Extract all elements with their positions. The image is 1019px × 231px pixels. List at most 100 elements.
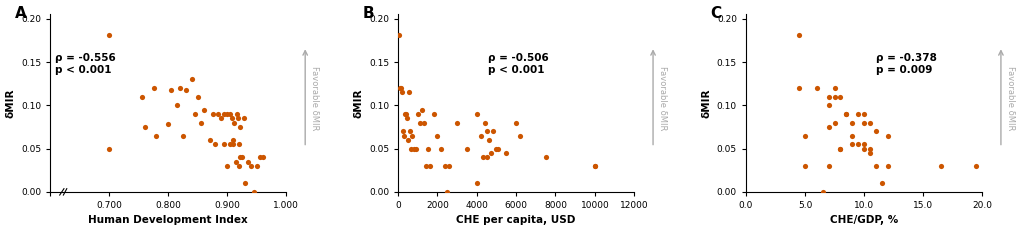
Point [790, 33, 806, 37]
Point [222, 143, 238, 146]
Point [796, 164, 812, 168]
Point [239, 160, 256, 163]
X-axis label: CHE/GDP, %: CHE/GDP, % [829, 216, 898, 225]
Point [931, 164, 948, 168]
Point [855, 112, 871, 116]
Point [440, 164, 457, 168]
Point [163, 88, 179, 91]
Point [832, 147, 848, 150]
Point [819, 125, 836, 129]
Point [207, 143, 223, 146]
Point [472, 134, 488, 137]
Point [838, 112, 854, 116]
Point [808, 86, 824, 90]
X-axis label: Human Development Index: Human Development Index [89, 216, 248, 225]
Point [412, 121, 428, 125]
Point [844, 121, 860, 125]
Text: ρ = -0.506
p < 0.001: ρ = -0.506 p < 0.001 [487, 53, 548, 75]
Point [476, 121, 492, 125]
Point [410, 112, 426, 116]
Point [183, 78, 200, 81]
Point [855, 143, 871, 146]
Point [497, 151, 514, 155]
Point [225, 143, 242, 146]
Point [448, 121, 465, 125]
Point [586, 164, 602, 168]
Point [867, 129, 883, 133]
Point [216, 143, 232, 146]
Point [484, 129, 500, 133]
Point [468, 112, 484, 116]
Point [878, 134, 895, 137]
Point [478, 129, 494, 133]
Point [232, 155, 249, 159]
Point [537, 155, 553, 159]
Point [413, 108, 429, 112]
Point [226, 121, 243, 125]
Point [401, 129, 418, 133]
Point [146, 86, 162, 90]
Point [397, 112, 414, 116]
Point [395, 134, 412, 137]
Point [210, 112, 226, 116]
Point [396, 112, 413, 116]
Point [246, 190, 262, 194]
Point [819, 95, 836, 98]
Point [796, 134, 812, 137]
Point [478, 155, 494, 159]
Text: Favorable δMIR: Favorable δMIR [310, 66, 319, 130]
Point [838, 112, 854, 116]
Point [190, 95, 206, 98]
Point [507, 121, 524, 125]
Point [230, 164, 247, 168]
Point [222, 112, 238, 116]
Point [393, 91, 410, 94]
Point [825, 95, 842, 98]
Text: B: B [363, 6, 374, 21]
Point [193, 121, 209, 125]
Point [148, 134, 164, 137]
X-axis label: CHE per capita, USD: CHE per capita, USD [457, 216, 576, 225]
Point [403, 147, 419, 150]
Point [229, 116, 246, 120]
Point [235, 116, 252, 120]
Point [482, 151, 498, 155]
Point [468, 181, 484, 185]
Point [819, 103, 836, 107]
Point [832, 95, 848, 98]
Point [230, 143, 247, 146]
Point [861, 121, 877, 125]
Point [160, 122, 176, 126]
Point [439, 190, 455, 194]
Point [490, 147, 506, 150]
Point [249, 164, 265, 168]
Point [101, 33, 117, 37]
Point [419, 147, 435, 150]
Point [967, 164, 983, 168]
Point [861, 147, 877, 150]
Point [437, 164, 453, 168]
Point [814, 190, 830, 194]
Point [844, 134, 860, 137]
Point [172, 86, 189, 90]
Point [137, 125, 153, 129]
Point [825, 121, 842, 125]
Point [404, 134, 420, 137]
Y-axis label: δMIR: δMIR [701, 88, 710, 118]
Text: Favorable δMIR: Favorable δMIR [657, 66, 666, 130]
Y-axis label: δMIR: δMIR [5, 88, 15, 118]
Point [459, 147, 475, 150]
Point [201, 138, 217, 142]
Point [255, 155, 271, 159]
Point [790, 86, 806, 90]
Point [243, 164, 259, 168]
Point [101, 147, 117, 150]
Point [849, 112, 865, 116]
Text: ρ = -0.556
p < 0.001: ρ = -0.556 p < 0.001 [55, 53, 115, 75]
Point [849, 143, 865, 146]
Point [421, 164, 437, 168]
Point [861, 151, 877, 155]
Point [236, 181, 253, 185]
Point [872, 181, 889, 185]
Point [417, 164, 433, 168]
